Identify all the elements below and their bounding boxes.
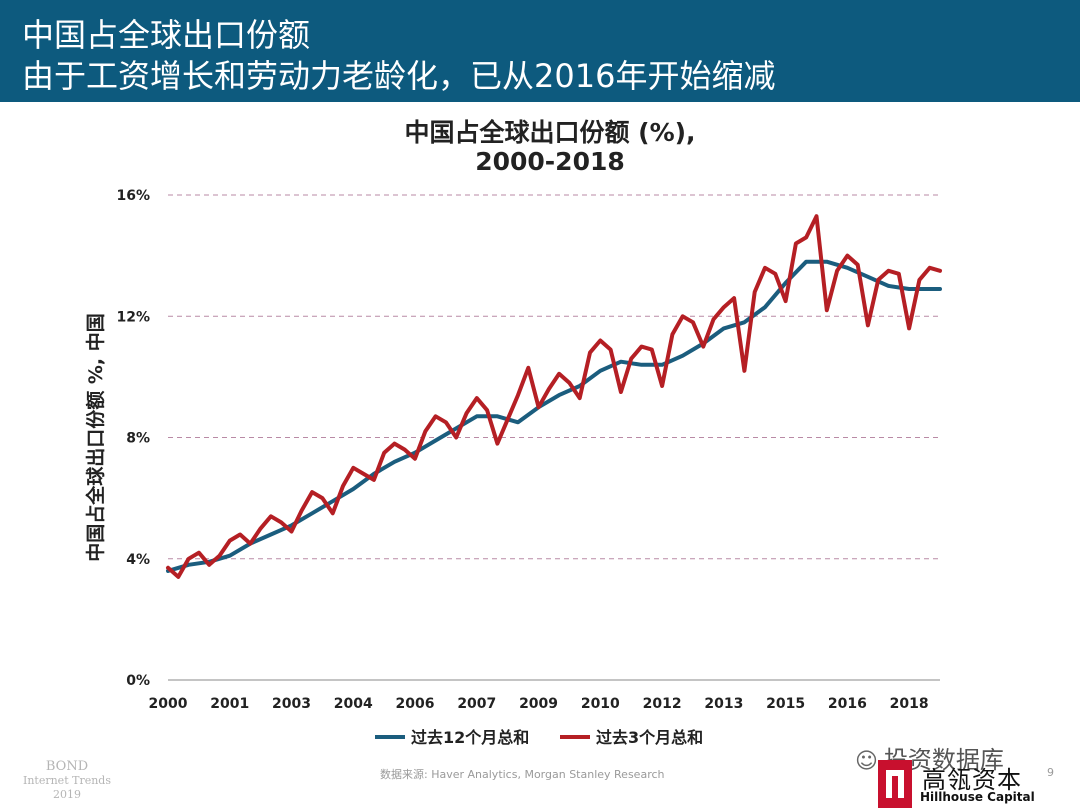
- logo-mark-icon: [878, 760, 912, 808]
- logo-text-en: Hillhouse Capital: [920, 790, 1035, 804]
- y-tick-label: 0%: [126, 673, 150, 689]
- x-tick-label: 2007: [457, 696, 496, 712]
- bond-brand-line2: Internet Trends: [22, 774, 111, 787]
- x-tick-label: 2000: [149, 696, 188, 712]
- page-number: 9: [1047, 766, 1054, 779]
- series-line-3m: [166, 214, 942, 579]
- header-title-line2: 由于工资增长和劳动力老龄化，已从2016年开始缩减: [22, 57, 776, 95]
- x-tick-label: 2015: [766, 696, 805, 712]
- legend-12m-label: 过去12个月总和: [411, 728, 529, 747]
- y-tick-label: 4%: [126, 552, 150, 568]
- x-tick-label: 2012: [643, 696, 682, 712]
- y-axis-label: 中国占全球出口份额 %, 中国: [84, 313, 107, 562]
- y-tick-label: 8%: [126, 431, 150, 447]
- x-tick-label: 2001: [210, 696, 249, 712]
- x-tick-label: 2013: [704, 696, 743, 712]
- header-banner: 中国占全球出口份额 由于工资增长和劳动力老龄化，已从2016年开始缩减: [0, 0, 1080, 102]
- y-tick-label: 16%: [116, 188, 150, 204]
- x-tick-label: 2006: [396, 696, 435, 712]
- x-tick-label: 2009: [519, 696, 558, 712]
- x-tick-label: 2003: [272, 696, 311, 712]
- logo-text-cn: 高瓴资本: [922, 766, 1022, 794]
- bond-brand: BOND Internet Trends 2019: [22, 760, 112, 802]
- x-tick-label: 2004: [334, 696, 373, 712]
- x-tick-label: 2010: [581, 696, 620, 712]
- chart-title-line1: 中国占全球出口份额 (%),: [404, 118, 696, 147]
- header-title-line1: 中国占全球出口份额: [22, 16, 311, 54]
- chart-title-line2: 2000-2018: [475, 147, 625, 176]
- x-tick-label: 2016: [828, 696, 867, 712]
- bond-brand-line1: BOND: [45, 759, 89, 774]
- bond-brand-line3: 2019: [53, 788, 81, 801]
- hillhouse-logo: 高瓴资本 Hillhouse Capital: [878, 760, 1035, 808]
- source-note: 数据来源: Haver Analytics, Morgan Stanley Re…: [380, 768, 665, 781]
- legend-3m-label: 过去3个月总和: [596, 728, 703, 747]
- wechat-icon: ☺: [855, 749, 878, 774]
- y-tick-label: 12%: [116, 309, 150, 325]
- x-tick-label: 2018: [890, 696, 929, 712]
